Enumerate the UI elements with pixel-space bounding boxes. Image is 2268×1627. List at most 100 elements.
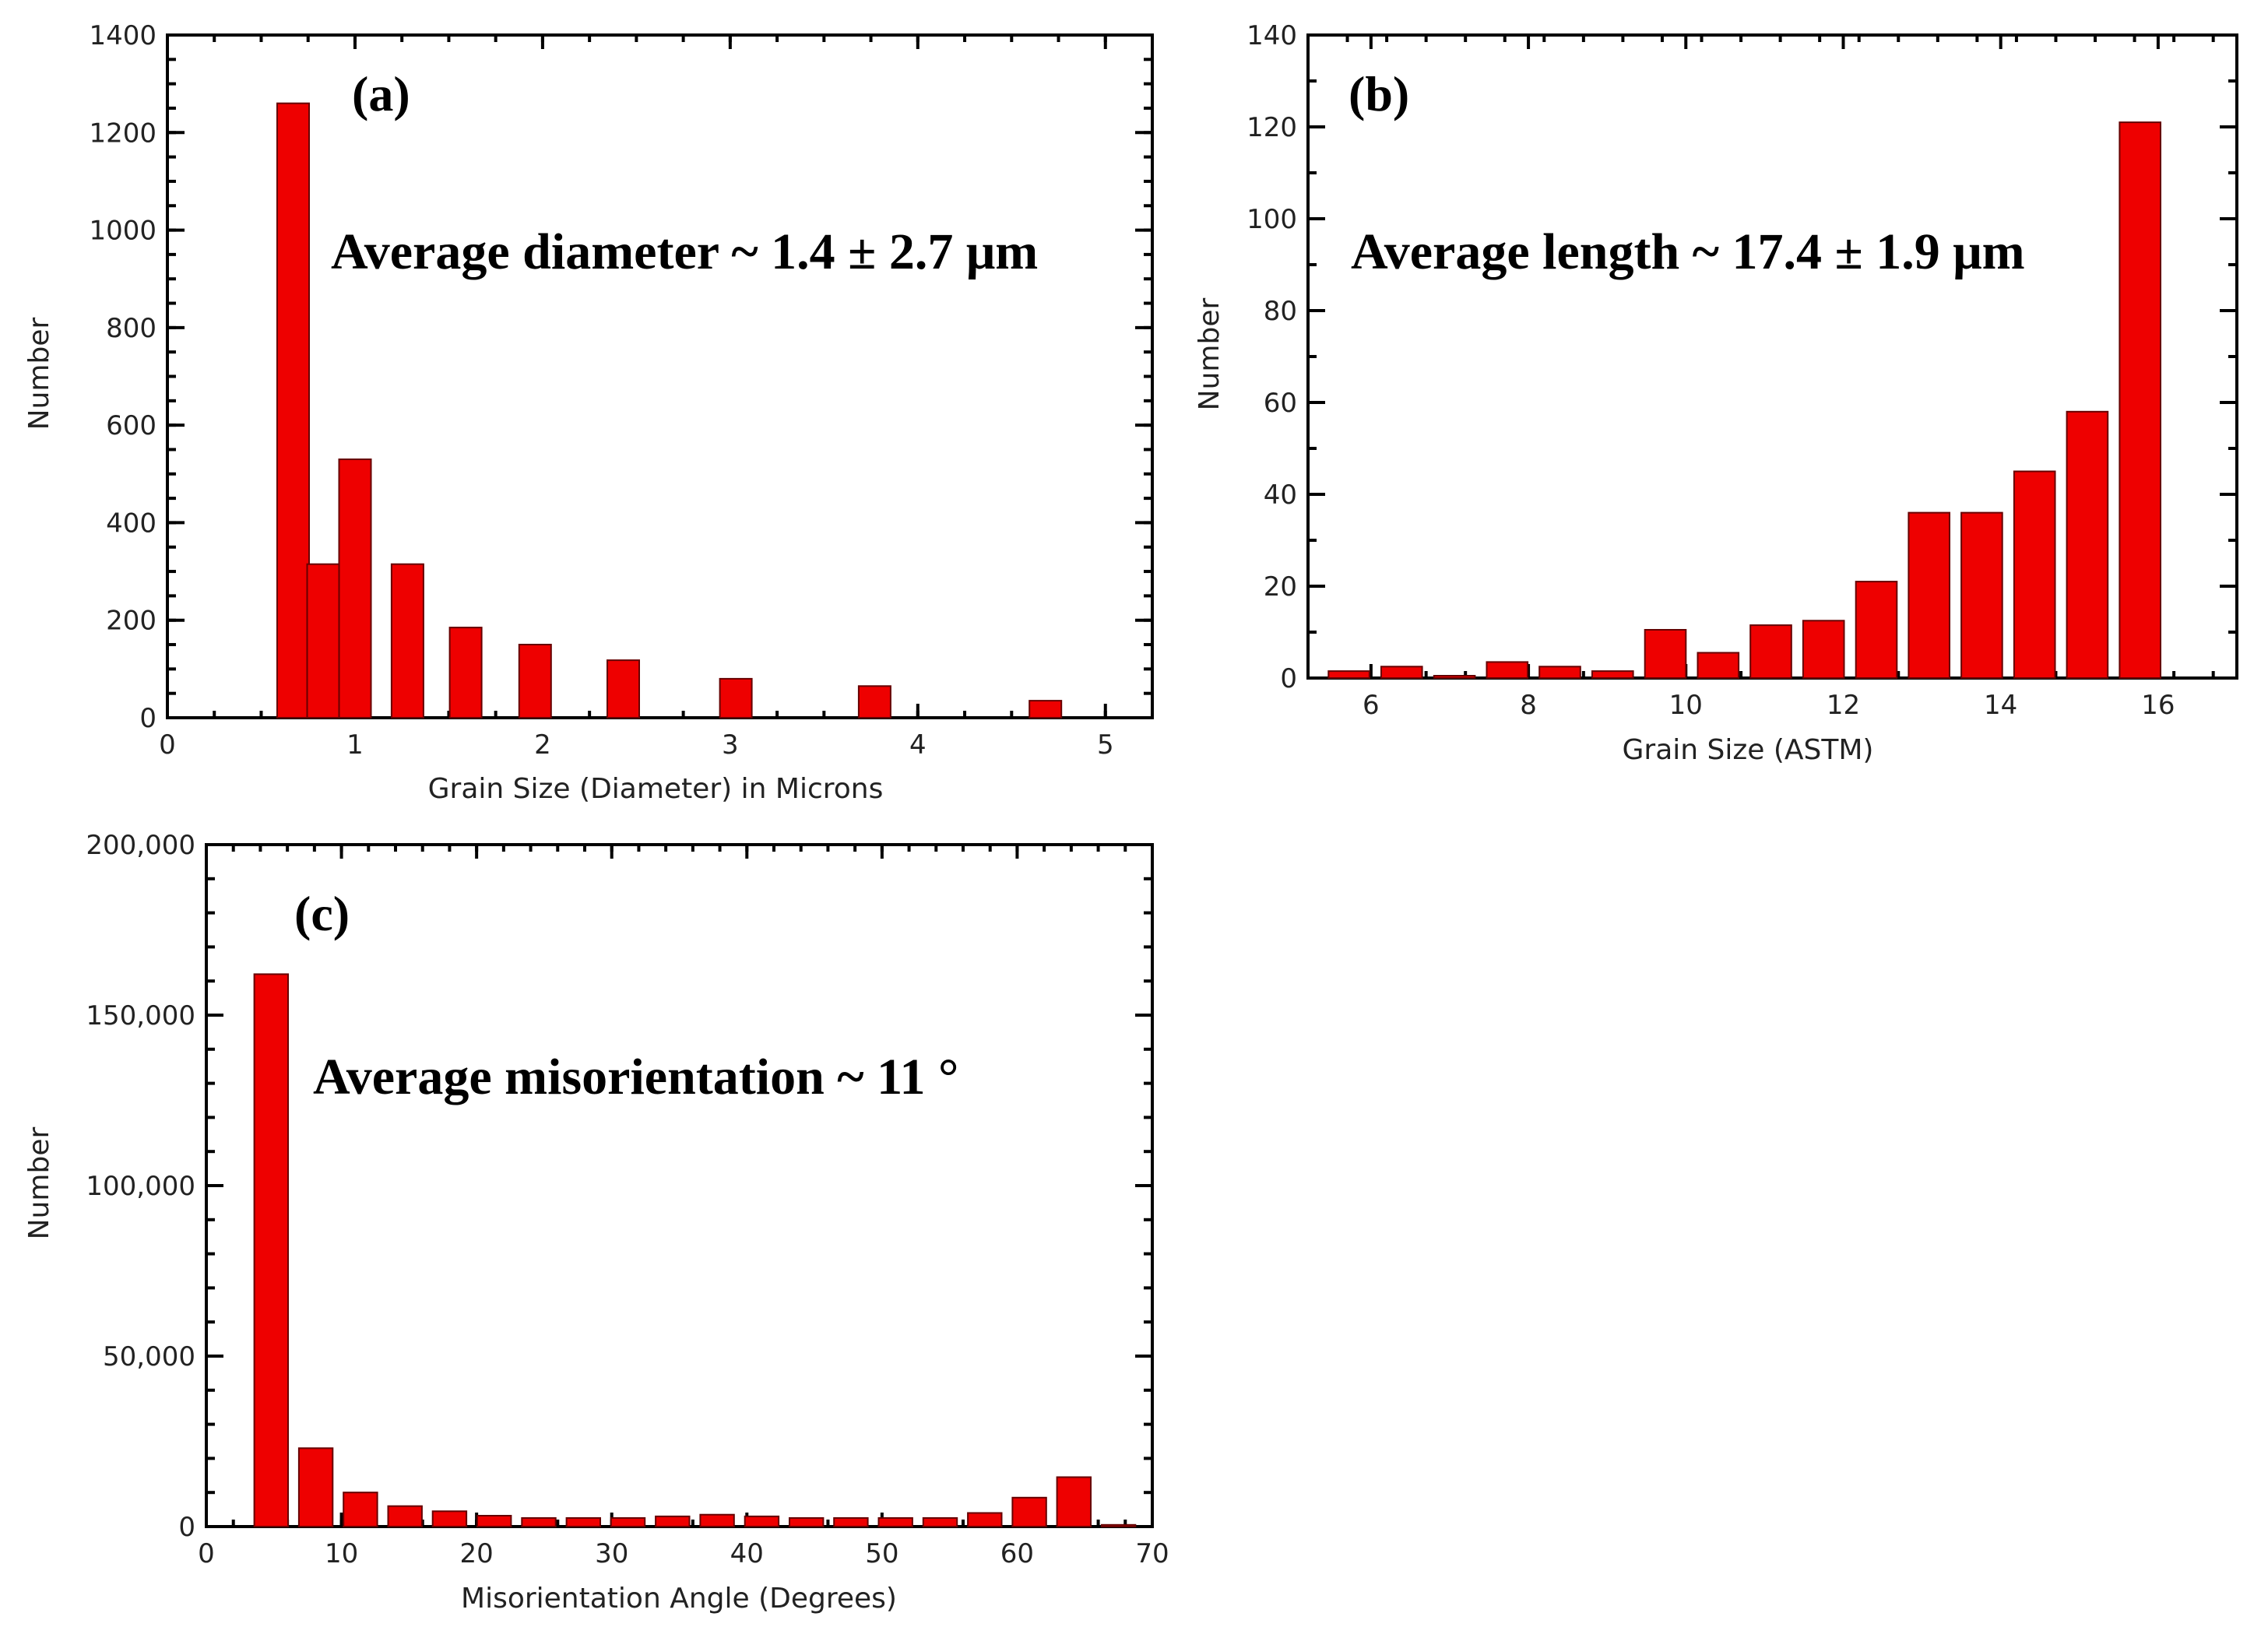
panel-a-tick-labels: 0 1 2 3 4 5 0 200 400 600 800 1000 1200 1400 — [89, 20, 1113, 761]
panel-a-y-tick-label: 1000 — [89, 216, 156, 247]
panel-b-bar-4 — [1538, 666, 1581, 680]
panel-a-bar-9 — [1029, 700, 1063, 719]
panel-b-y-tick-label: 120 — [1247, 112, 1297, 143]
panel-b-x-tick-label: 12 — [1827, 690, 1860, 721]
panel-c-y-tick-label: 50,000 — [103, 1341, 195, 1372]
panel-c-bar-6 — [521, 1517, 557, 1527]
panel-c-bar-9 — [655, 1515, 691, 1528]
panel-b-bar-7 — [1697, 652, 1740, 679]
panel-c-bar-2 — [343, 1492, 378, 1527]
panel-c-bar-15 — [922, 1517, 958, 1527]
panel-a-chart: 0 1 2 3 4 5 0 200 400 600 800 1000 1200 1400 (a) Aver… — [23, 20, 1154, 805]
panel-a-bar-7 — [719, 677, 753, 719]
panel-b-bar-2 — [1433, 675, 1476, 679]
panel-b-bar-14 — [2066, 410, 2109, 679]
panel-b-bar-5 — [1591, 670, 1634, 679]
panel-b-bar-3 — [1486, 661, 1529, 680]
panel-a-y-tick-label: 800 — [106, 313, 156, 344]
panel-c-bar-8 — [610, 1517, 646, 1527]
panel-b-bar-9 — [1802, 620, 1845, 680]
panel-a-x-tick-label: 3 — [722, 729, 739, 761]
panel-b-bars — [1327, 121, 2161, 680]
panel-c-bar-3 — [387, 1505, 423, 1527]
panel-b-bar-8 — [1749, 624, 1792, 679]
panel-c-tag: (c) — [294, 886, 350, 941]
panel-c-x-tick-label: 0 — [198, 1538, 215, 1569]
panel-c-x-tick-label: 20 — [460, 1538, 494, 1569]
panel-c-y-axis-label: Number — [23, 1126, 55, 1239]
panel-c-bar-1 — [297, 1447, 334, 1528]
panel-a-x-axis-label: Grain Size (Diameter) in Microns — [428, 773, 884, 805]
panel-b-x-tick-label: 8 — [1520, 690, 1537, 721]
panel-c-bar-13 — [833, 1517, 869, 1527]
panel-b-x-axis-label: Grain Size (ASTM) — [1623, 734, 1874, 766]
panel-a-y-tick-label: 600 — [106, 410, 156, 441]
panel-c-y-tick-label: 100,000 — [86, 1171, 195, 1202]
panel-b-y-tick-label: 80 — [1264, 296, 1297, 327]
panel-b-x-tick-label: 16 — [2141, 690, 2175, 721]
panel-b-x-tick-label: 10 — [1669, 690, 1703, 721]
panel-b-x-tick-label: 6 — [1363, 690, 1380, 721]
panel-c-x-tick-label: 70 — [1135, 1538, 1169, 1569]
panel-b-bar-0 — [1327, 670, 1370, 679]
panel-a-x-tick-label: 1 — [346, 729, 364, 761]
panel-a-bar-4 — [448, 627, 483, 719]
panel-c-bar-12 — [789, 1517, 825, 1527]
panel-c-bar-11 — [744, 1515, 780, 1528]
panel-a-y-tick-label: 1400 — [89, 20, 156, 51]
panel-c-bar-19 — [1100, 1523, 1137, 1528]
panel-b-bar-1 — [1380, 666, 1423, 680]
panel-a-bars — [276, 102, 1063, 719]
panel-b-bar-10 — [1855, 581, 1898, 679]
panel-b-bar-6 — [1644, 629, 1687, 679]
panel-c-ticks — [205, 843, 1154, 1528]
panel-a-annotation: Average diameter ~ 1.4 ± 2.7 μm — [331, 223, 1038, 280]
panel-a-x-tick-label: 5 — [1097, 729, 1114, 761]
panel-c-y-tick-label: 150,000 — [86, 1000, 195, 1031]
panel-c-bars — [253, 973, 1137, 1528]
panel-c-bar-0 — [253, 973, 290, 1527]
panel-a-y-tick-label: 400 — [106, 508, 156, 539]
panel-a-x-tick-label: 4 — [909, 729, 927, 761]
panel-c-x-tick-label: 60 — [1000, 1538, 1034, 1569]
panel-a-bar-1 — [306, 563, 340, 719]
panel-c-y-tick-label: 0 — [178, 1512, 195, 1543]
panel-c-chart: 0 10 20 30 40 50 60 70 0 50,000 100,000 150,000 200,… — [23, 830, 1169, 1615]
panel-c-bar-17 — [1011, 1496, 1047, 1528]
panel-a-bar-0 — [276, 102, 310, 719]
panel-c-x-tick-label: 40 — [730, 1538, 764, 1569]
panel-a-ticks — [166, 33, 1154, 719]
panel-c-plot-frame — [205, 843, 1154, 1528]
panel-b-bar-12 — [1960, 511, 2003, 679]
panel-b-x-tick-label: 14 — [1984, 690, 2017, 721]
panel-a-y-tick-label: 0 — [139, 703, 156, 734]
panel-b-y-tick-label: 140 — [1247, 20, 1297, 51]
panel-a-bar-8 — [857, 685, 891, 719]
panel-c-x-tick-label: 50 — [865, 1538, 898, 1569]
panel-c-x-tick-label: 30 — [595, 1538, 628, 1569]
panel-b-tick-labels: 6 8 10 12 14 16 0 20 40 60 80 100 120 140 — [1247, 20, 2175, 721]
panel-c-y-tick-label: 200,000 — [86, 830, 195, 861]
panel-c-annotation: Average misorientation ~ 11 ° — [313, 1049, 958, 1105]
panel-a-tag: (a) — [352, 66, 410, 121]
panel-c-bar-10 — [699, 1513, 735, 1527]
panel-b-bar-15 — [2119, 121, 2161, 680]
panel-c-bar-7 — [565, 1517, 601, 1527]
panel-a-bar-3 — [390, 563, 424, 719]
panel-c-x-axis-label: Misorientation Angle (Degrees) — [461, 1583, 897, 1615]
panel-c-bar-4 — [431, 1510, 468, 1528]
panel-b-annotation: Average length ~ 17.4 ± 1.9 μm — [1351, 223, 2025, 280]
panel-a-y-tick-label: 1200 — [89, 118, 156, 149]
panel-b-y-tick-label: 100 — [1247, 204, 1297, 235]
panel-b-tag: (b) — [1348, 66, 1409, 121]
panel-b-bar-13 — [2013, 470, 2056, 679]
panel-c-bar-14 — [877, 1517, 913, 1527]
panel-c-tick-labels: 0 10 20 30 40 50 60 70 0 50,000 100,000 150,000 200,… — [86, 830, 1169, 1569]
panel-b-y-tick-label: 0 — [1280, 663, 1297, 694]
panel-b-chart: 6 8 10 12 14 16 0 20 40 60 80 100 120 140 (b) Average… — [1194, 20, 2238, 766]
panel-c-x-tick-label: 10 — [325, 1538, 358, 1569]
panel-b-y-axis-label: Number — [1194, 297, 1225, 410]
panel-a-bar-2 — [338, 459, 372, 719]
panel-b-y-tick-label: 40 — [1264, 480, 1297, 511]
